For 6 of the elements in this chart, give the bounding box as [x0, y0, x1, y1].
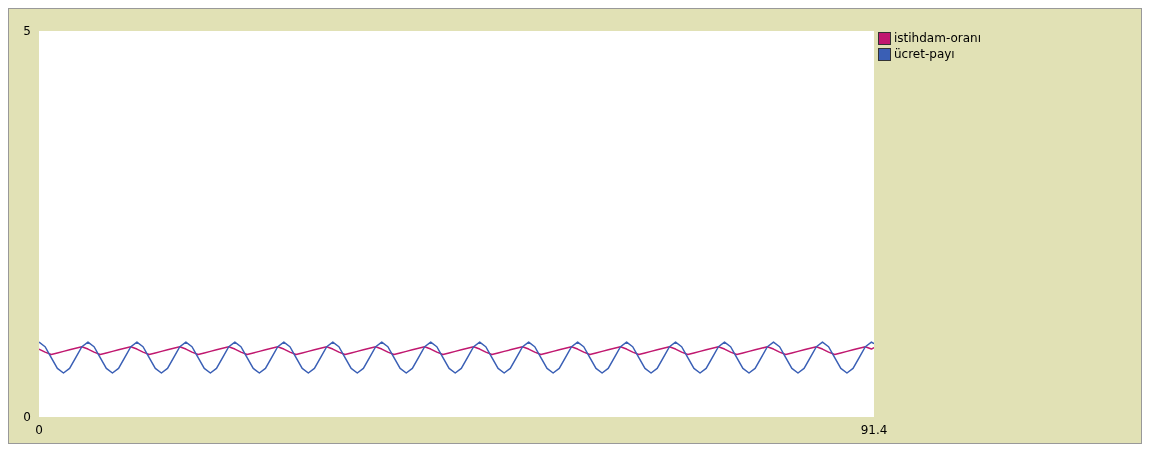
x-tick-label: 91.4 [860, 422, 888, 437]
legend-label: istihdam-oranı [893, 31, 981, 45]
legend-label: ücret-payı [893, 47, 955, 61]
y-tick-label: 5 [23, 24, 31, 39]
line-series [39, 346, 874, 356]
line-series [39, 341, 874, 374]
